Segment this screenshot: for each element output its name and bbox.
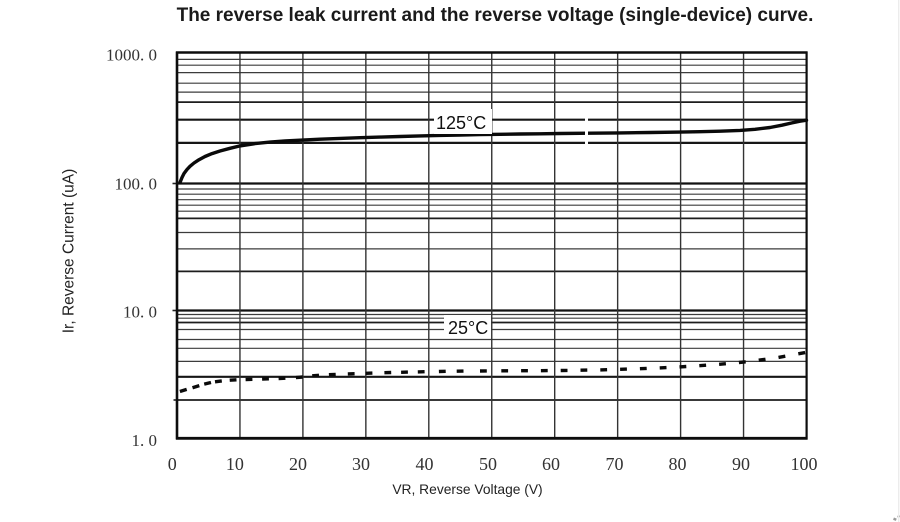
svg-text:10. 0: 10. 0 xyxy=(123,303,157,322)
svg-text:1. 0: 1. 0 xyxy=(132,431,158,450)
svg-text:25°C: 25°C xyxy=(448,318,488,338)
svg-text:60: 60 xyxy=(542,454,560,474)
svg-text:125°C: 125°C xyxy=(436,113,486,133)
svg-text:The reverse leak current and t: The reverse leak current and the reverse… xyxy=(177,5,814,26)
svg-text:0: 0 xyxy=(168,454,177,474)
svg-text:1000. 0: 1000. 0 xyxy=(106,46,157,65)
svg-text:30: 30 xyxy=(352,454,370,474)
svg-text:100: 100 xyxy=(791,454,818,474)
svg-text:80: 80 xyxy=(669,454,687,474)
svg-text:10: 10 xyxy=(226,454,244,474)
svg-text:50: 50 xyxy=(479,454,497,474)
svg-text:40: 40 xyxy=(416,454,434,474)
svg-text:20: 20 xyxy=(289,454,307,474)
svg-text:100. 0: 100. 0 xyxy=(115,175,158,194)
svg-text:90: 90 xyxy=(732,454,750,474)
svg-text:70: 70 xyxy=(606,454,624,474)
svg-text:Ir, Reverse Current (uA): Ir, Reverse Current (uA) xyxy=(61,169,78,334)
svg-text:VR, Reverse Voltage (V): VR, Reverse Voltage (V) xyxy=(392,482,542,497)
